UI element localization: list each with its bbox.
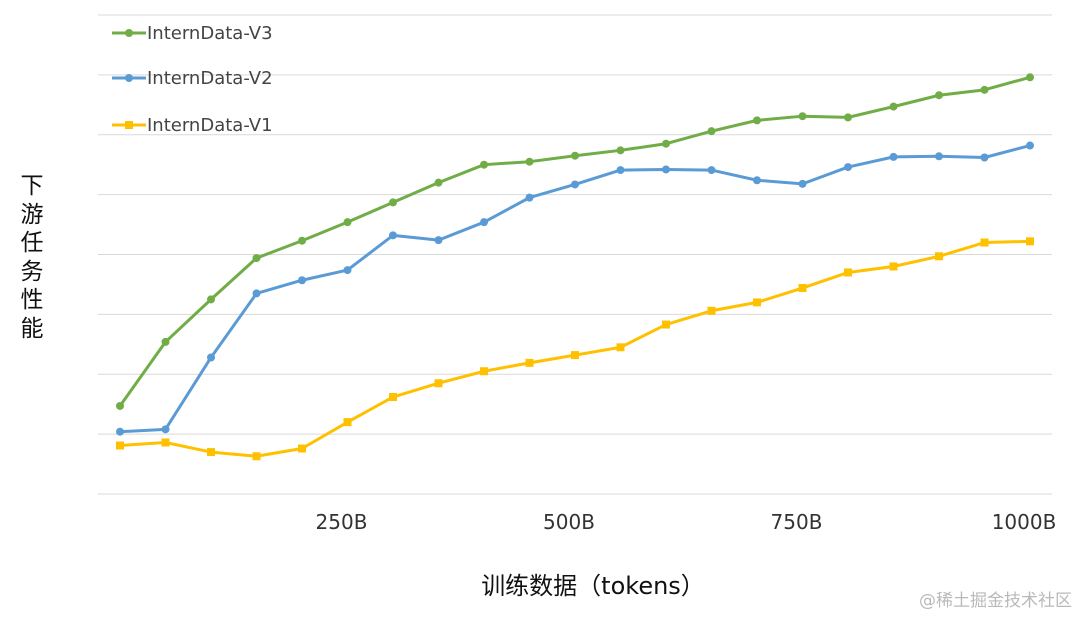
- data-point: [1026, 73, 1034, 82]
- data-point: [252, 289, 261, 298]
- data-point: [753, 176, 761, 185]
- data-point: [298, 444, 306, 453]
- data-point: [480, 367, 488, 376]
- data-point: [798, 112, 807, 121]
- data-point: [434, 178, 443, 187]
- data-point: [207, 448, 215, 457]
- data-point: [161, 438, 170, 447]
- data-point: [798, 179, 807, 188]
- series-InternData-V1: [116, 237, 1034, 461]
- data-point: [889, 152, 898, 161]
- data-point: [389, 231, 397, 240]
- data-point: [298, 276, 306, 285]
- data-point: [707, 306, 716, 315]
- legend: InternData-V3 InternData-V2 InternData-V1: [112, 23, 273, 136]
- series-layer: [116, 73, 1034, 461]
- data-point: [343, 266, 352, 275]
- data-point: [980, 238, 989, 247]
- data-point: [844, 113, 852, 122]
- data-point: [662, 139, 670, 148]
- legend-item: InternData-V3: [112, 23, 273, 44]
- data-point: [298, 236, 306, 245]
- legend-label: InternData-V1: [147, 115, 273, 136]
- data-point: [343, 418, 352, 427]
- data-point: [616, 343, 625, 352]
- data-point: [707, 166, 716, 175]
- data-point: [161, 425, 170, 434]
- data-point: [116, 427, 124, 436]
- data-point: [571, 351, 579, 360]
- data-point: [389, 393, 397, 402]
- data-point: [480, 218, 488, 227]
- legend-item: InternData-V1: [112, 115, 273, 136]
- x-tick-label: 750B: [771, 510, 823, 534]
- data-point: [1026, 237, 1034, 246]
- series-InternData-V3: [116, 73, 1034, 410]
- data-point: [753, 116, 761, 125]
- series-InternData-V2: [116, 141, 1034, 436]
- data-point: [1026, 141, 1034, 150]
- data-point: [207, 295, 215, 304]
- x-axis-label: 训练数据（tokens）: [481, 572, 705, 600]
- data-point: [662, 165, 670, 174]
- legend-swatch-marker: [125, 74, 133, 82]
- series-line: [119, 144, 1031, 434]
- legend-label: InternData-V2: [147, 68, 273, 89]
- series-line: [119, 239, 1031, 458]
- legend-item: InternData-V2: [112, 68, 273, 89]
- data-point: [571, 151, 579, 160]
- data-point: [480, 160, 488, 169]
- data-point: [571, 180, 579, 189]
- data-point: [889, 102, 898, 111]
- data-point: [207, 353, 215, 362]
- data-point: [252, 254, 261, 263]
- data-point: [980, 153, 989, 162]
- data-point: [525, 358, 534, 367]
- data-point: [434, 379, 443, 388]
- x-tick-label: 1000B: [992, 510, 1057, 534]
- data-point: [343, 218, 352, 227]
- data-point: [252, 452, 261, 461]
- x-tick-label: 500B: [543, 510, 595, 534]
- data-point: [889, 262, 898, 271]
- data-point: [844, 268, 852, 277]
- data-point: [525, 157, 534, 166]
- data-point: [116, 401, 124, 410]
- data-point: [707, 127, 716, 136]
- legend-label: InternData-V3: [147, 23, 273, 44]
- data-point: [662, 320, 670, 329]
- data-point: [434, 236, 443, 245]
- data-point: [616, 146, 625, 155]
- data-point: [935, 252, 943, 261]
- data-point: [161, 337, 170, 346]
- data-point: [935, 91, 943, 100]
- y-axis-label: 下游任务性能: [20, 173, 44, 342]
- data-point: [980, 85, 989, 94]
- data-point: [798, 284, 807, 293]
- legend-swatch-marker: [125, 121, 133, 129]
- data-point: [844, 163, 852, 172]
- watermark-text: @稀土掘金技术社区: [919, 591, 1072, 611]
- data-point: [525, 193, 534, 202]
- data-point: [753, 298, 761, 307]
- data-point: [116, 441, 124, 450]
- x-axis-ticks: 250B 500B 750B 1000B: [316, 510, 1057, 534]
- x-tick-label: 250B: [316, 510, 368, 534]
- data-point: [389, 198, 397, 207]
- data-point: [616, 166, 625, 175]
- legend-swatch-marker: [125, 29, 133, 37]
- data-point: [935, 152, 943, 161]
